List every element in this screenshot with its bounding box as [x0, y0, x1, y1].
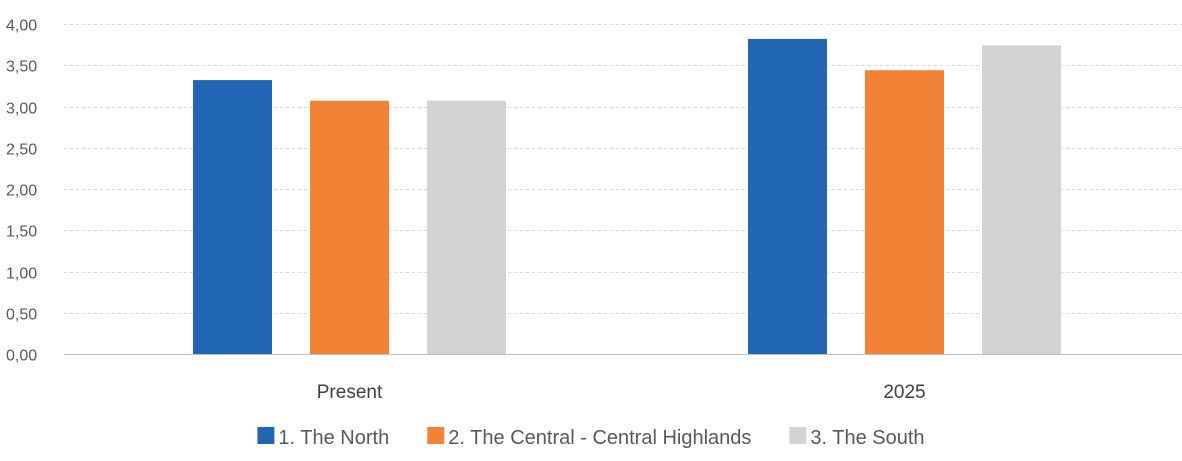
bar — [748, 38, 827, 355]
y-tick-label: 2,50 — [6, 142, 37, 159]
legend-label: 3. The South — [810, 427, 924, 449]
bar — [310, 100, 389, 354]
x-category-label: Present — [317, 382, 383, 403]
bar — [865, 70, 944, 354]
axes: 0,00 0,50 1,00 1,50 2,00 2,50 3,00 3,50 4,00 Pres… — [6, 18, 1182, 403]
bars — [193, 38, 1061, 355]
bar — [427, 100, 506, 354]
y-tick-label: 0,00 — [6, 348, 37, 365]
y-tick-label: 4,00 — [6, 18, 37, 35]
legend-label: 2. The Central - Central Highlands — [448, 427, 751, 449]
legend-item: 2. The Central - Central Highlands — [427, 427, 751, 449]
y-tick-label: 1,50 — [6, 224, 37, 241]
y-tick-label: 2,00 — [6, 183, 37, 200]
legend-swatch — [789, 427, 807, 444]
y-tick-label: 0,50 — [6, 307, 37, 324]
legend: 1. The North 2. The Central - Central Hig… — [257, 427, 925, 449]
bar — [193, 80, 272, 354]
legend-swatch — [257, 427, 275, 444]
y-tick-label: 3,00 — [6, 101, 37, 118]
legend-swatch — [427, 427, 445, 444]
x-category-label: 2025 — [883, 382, 925, 403]
legend-item: 1. The North — [257, 427, 389, 449]
legend-label: 1. The North — [278, 427, 389, 449]
legend-item: 3. The South — [789, 427, 925, 449]
y-tick-label: 1,00 — [6, 266, 37, 283]
bar — [982, 45, 1061, 355]
y-tick-label: 3,50 — [6, 59, 37, 76]
